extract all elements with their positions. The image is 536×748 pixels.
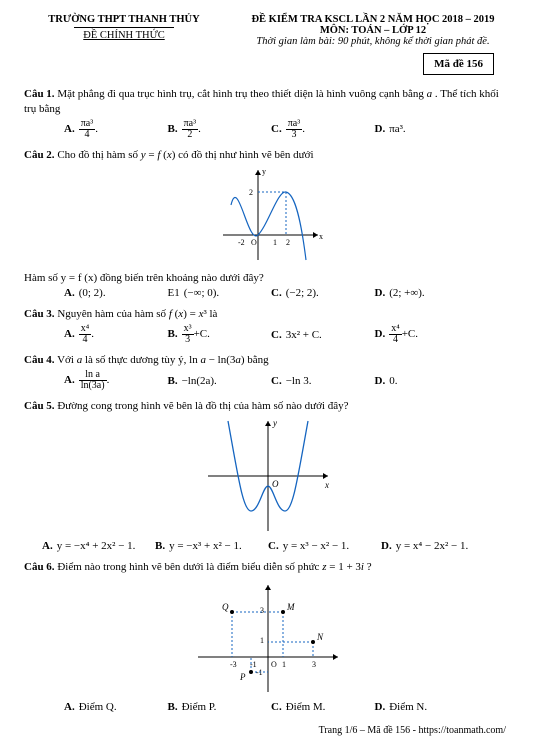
- q6-graph: O 13 -3-1 13 -1 Q M N P: [24, 577, 512, 697]
- q4-options: A.ln aln(3a). B.−ln(2a). C.−ln 3. D.0.: [24, 368, 512, 393]
- q6-options: A.Điểm Q. B.Điểm P. C.Điểm M. D.Điểm N.: [24, 699, 512, 715]
- question-4: Câu 4. Với a là số thực dương tùy ý, ln …: [24, 353, 512, 368]
- official-label: ĐỀ CHÍNH THỨC: [24, 30, 224, 41]
- svg-text:y: y: [262, 167, 266, 176]
- svg-text:P: P: [239, 672, 246, 682]
- q3-options: A.x⁴4. B.x³3+C. C.3x² + C. D.x⁴4+C.: [24, 322, 512, 347]
- svg-text:N: N: [316, 632, 324, 642]
- question-2a: Câu 2. Cho đồ thị hàm số y = f (x) có đồ…: [24, 148, 512, 163]
- svg-text:M: M: [286, 602, 295, 612]
- svg-text:3: 3: [260, 606, 264, 615]
- svg-text:1: 1: [273, 238, 277, 247]
- school-name: TRƯỜNG THPT THANH THỦY: [24, 14, 224, 25]
- page-footer: Trang 1/6 – Mã đề 156 - https://toanmath…: [24, 725, 512, 736]
- svg-text:O: O: [272, 479, 279, 489]
- question-2b: Hàm số y = f (x) đồng biến trên khoảng n…: [24, 271, 512, 286]
- exam-code: Mã đề 156: [423, 53, 494, 75]
- q2-graph: x y O 12 -2 2: [24, 165, 512, 265]
- q5-graph: x y O: [24, 416, 512, 536]
- duration: Thời gian làm bài: 90 phút, không kể thờ…: [234, 36, 512, 47]
- question-6: Câu 6. Điểm nào trong hình vẽ bên dưới l…: [24, 560, 512, 575]
- question-1: Câu 1. Mặt phẳng đi qua trục hình trụ, c…: [24, 87, 512, 117]
- svg-text:O: O: [271, 660, 277, 669]
- svg-text:O: O: [251, 238, 257, 247]
- svg-text:1: 1: [282, 660, 286, 669]
- svg-text:Q: Q: [222, 602, 229, 612]
- q1-options: A.πa³4. B.πa³2. C.πa³3. D.πa³.: [24, 117, 512, 142]
- svg-text:x: x: [324, 480, 329, 490]
- question-5: Câu 5. Câu 5. Đường cong trong hình vẽ b…: [24, 399, 512, 414]
- exam-title: ĐỀ KIỂM TRA KSCL LẦN 2 NĂM HỌC 2018 – 20…: [234, 14, 512, 25]
- svg-text:-3: -3: [230, 660, 237, 669]
- q2-options: A.(0; 2). E1(−∞; 0). C.(−2; 2). D.(2; +∞…: [24, 285, 512, 301]
- q1-text: Mặt phẳng đi qua trục hình trụ, cắt hình…: [24, 88, 499, 115]
- svg-text:2: 2: [286, 238, 290, 247]
- svg-text:y: y: [272, 418, 277, 428]
- rule: [74, 27, 174, 28]
- svg-text:3: 3: [312, 660, 316, 669]
- svg-text:1: 1: [260, 636, 264, 645]
- svg-text:2: 2: [249, 188, 253, 197]
- question-3: Câu 3. Nguyên hàm của hàm số f (x) = x³ …: [24, 307, 512, 322]
- subject: MÔN: TOÁN – LỚP 12: [234, 25, 512, 36]
- svg-text:-2: -2: [238, 238, 245, 247]
- q5-options: A.y = −x⁴ + 2x² − 1. B.y = −x³ + x² − 1.…: [24, 538, 512, 554]
- svg-text:x: x: [319, 232, 323, 241]
